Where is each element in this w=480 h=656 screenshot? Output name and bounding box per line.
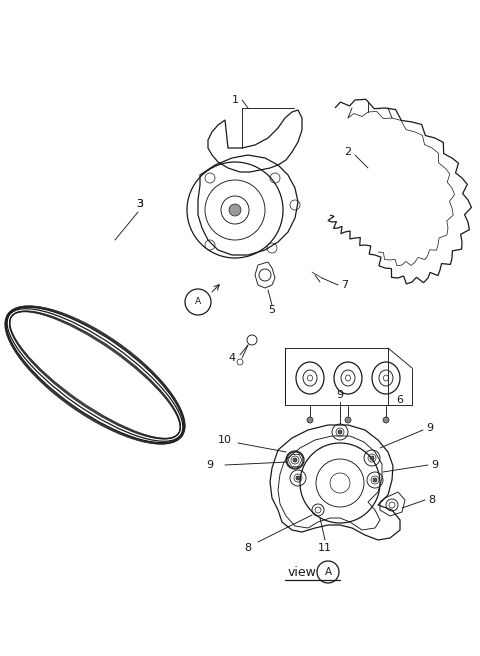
Circle shape — [296, 476, 300, 480]
Circle shape — [370, 456, 374, 460]
Circle shape — [307, 417, 313, 423]
Text: 6: 6 — [396, 395, 404, 405]
Text: 7: 7 — [341, 280, 348, 290]
Text: 9: 9 — [432, 460, 439, 470]
Text: 8: 8 — [244, 543, 252, 553]
Text: 9: 9 — [206, 460, 214, 470]
Circle shape — [373, 478, 377, 482]
Text: view: view — [288, 565, 317, 579]
Text: A: A — [195, 298, 201, 306]
Text: A: A — [324, 567, 332, 577]
Circle shape — [338, 430, 342, 434]
Text: 8: 8 — [429, 495, 435, 505]
Text: 3: 3 — [136, 199, 144, 209]
Text: 9: 9 — [426, 423, 433, 433]
Text: 10: 10 — [218, 435, 232, 445]
Circle shape — [383, 417, 389, 423]
Text: 4: 4 — [228, 353, 236, 363]
Circle shape — [293, 458, 297, 462]
Text: 1: 1 — [231, 95, 239, 105]
Text: 2: 2 — [345, 147, 351, 157]
Circle shape — [229, 204, 241, 216]
Circle shape — [345, 417, 351, 423]
Text: 11: 11 — [318, 543, 332, 553]
Text: 5: 5 — [268, 305, 276, 315]
Text: 9: 9 — [336, 390, 344, 400]
Text: 3: 3 — [136, 199, 144, 209]
